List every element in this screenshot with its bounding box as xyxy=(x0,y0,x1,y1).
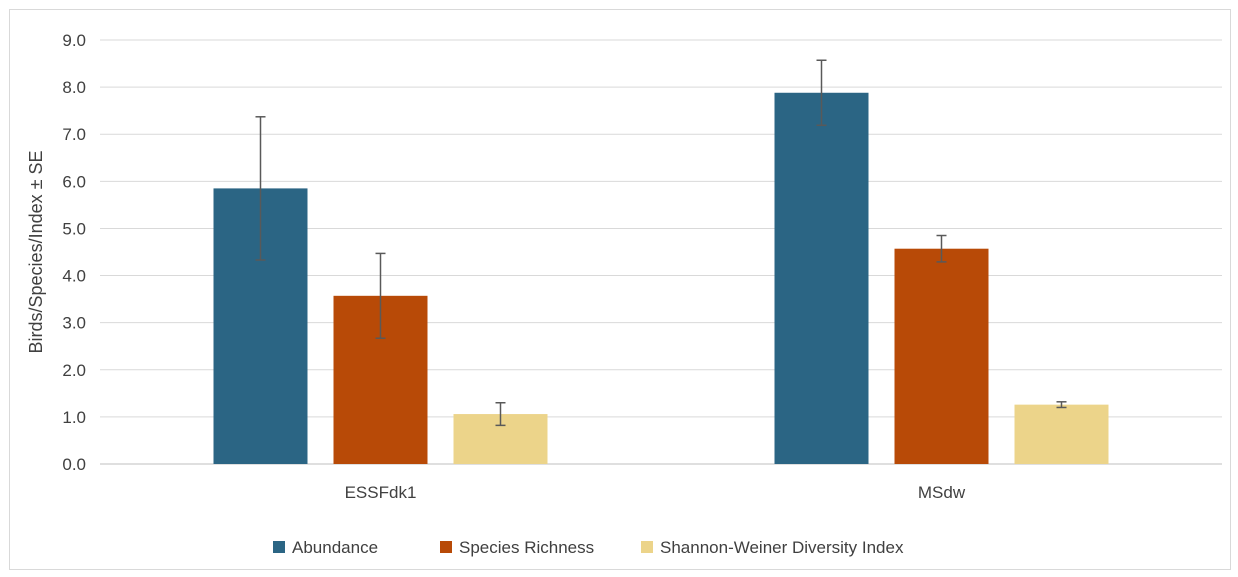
y-tick-label: 8.0 xyxy=(62,78,86,97)
bar xyxy=(1014,404,1109,464)
legend-swatch xyxy=(440,541,452,553)
legend: Abundance Species Richness Shannon-Weiner … xyxy=(273,538,904,557)
y-tick-label: 7.0 xyxy=(62,125,86,144)
y-tick-label: 1.0 xyxy=(62,408,86,427)
error-bars xyxy=(255,59,1067,427)
x-tick-label: MSdw xyxy=(918,483,966,502)
bar xyxy=(894,248,989,464)
x-axis-ticks: ESSFdk1 MSdw xyxy=(345,483,966,502)
x-tick-label: ESSFdk1 xyxy=(345,483,417,502)
legend-swatch xyxy=(273,541,285,553)
legend-label: Shannon-Weiner Diversity Index xyxy=(660,538,904,557)
y-tick-label: 5.0 xyxy=(62,219,86,238)
legend-swatch xyxy=(641,541,653,553)
bars xyxy=(213,92,1109,465)
bar xyxy=(774,92,869,465)
y-tick-label: 9.0 xyxy=(62,31,86,50)
y-axis-label: Birds/Species/Index ± SE xyxy=(26,151,46,354)
y-tick-label: 3.0 xyxy=(62,314,86,333)
y-tick-label: 4.0 xyxy=(62,267,86,286)
y-tick-label: 6.0 xyxy=(62,172,86,191)
y-tick-label: 0.0 xyxy=(62,455,86,474)
y-tick-label: 2.0 xyxy=(62,361,86,380)
chart-frame xyxy=(9,9,1231,570)
legend-label: Species Richness xyxy=(459,538,594,557)
legend-label: Abundance xyxy=(292,538,378,557)
y-axis-ticks: 0.0 1.0 2.0 3.0 4.0 5.0 6.0 7.0 8.0 9.0 xyxy=(62,31,86,474)
